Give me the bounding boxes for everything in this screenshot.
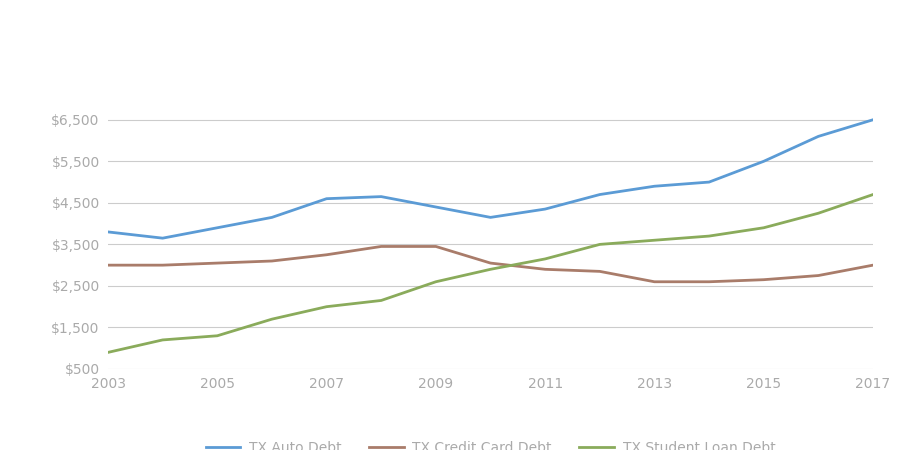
TX Credit Card Debt	[158, 262, 168, 268]
TX Auto Debt	[594, 192, 605, 197]
TX Student Loan Debt	[212, 333, 222, 338]
TX Credit Card Debt	[759, 277, 769, 283]
TX Auto Debt	[103, 229, 113, 234]
TX Auto Debt	[540, 207, 551, 212]
TX Auto Debt	[485, 215, 496, 220]
Line: TX Auto Debt: TX Auto Debt	[108, 120, 873, 238]
TX Auto Debt	[430, 204, 441, 210]
TX Credit Card Debt	[813, 273, 824, 278]
TX Student Loan Debt	[158, 337, 168, 342]
TX Credit Card Debt	[266, 258, 277, 264]
TX Credit Card Debt	[103, 262, 113, 268]
TX Credit Card Debt	[594, 269, 605, 274]
TX Credit Card Debt	[321, 252, 332, 257]
TX Credit Card Debt	[376, 244, 387, 249]
TX Credit Card Debt	[704, 279, 715, 284]
TX Student Loan Debt	[376, 298, 387, 303]
TX Credit Card Debt	[485, 261, 496, 266]
TX Student Loan Debt	[430, 279, 441, 284]
TX Student Loan Debt	[485, 266, 496, 272]
TX Credit Card Debt	[649, 279, 660, 284]
TX Credit Card Debt	[212, 261, 222, 266]
Line: TX Credit Card Debt: TX Credit Card Debt	[108, 247, 873, 282]
TX Student Loan Debt	[266, 316, 277, 322]
TX Student Loan Debt	[321, 304, 332, 310]
TX Auto Debt	[158, 235, 168, 241]
TX Student Loan Debt	[759, 225, 769, 230]
TX Auto Debt	[266, 215, 277, 220]
TX Auto Debt	[704, 180, 715, 185]
TX Student Loan Debt	[540, 256, 551, 261]
TX Auto Debt	[212, 225, 222, 230]
TX Student Loan Debt	[868, 192, 878, 197]
Line: TX Student Loan Debt: TX Student Loan Debt	[108, 194, 873, 352]
Legend: TX Auto Debt, TX Credit Card Debt, TX Student Loan Debt: TX Auto Debt, TX Credit Card Debt, TX St…	[200, 435, 781, 450]
TX Auto Debt	[868, 117, 878, 122]
TX Auto Debt	[649, 184, 660, 189]
TX Credit Card Debt	[868, 262, 878, 268]
TX Student Loan Debt	[704, 234, 715, 239]
TX Credit Card Debt	[540, 266, 551, 272]
TX Auto Debt	[376, 194, 387, 199]
TX Credit Card Debt	[430, 244, 441, 249]
TX Student Loan Debt	[594, 242, 605, 247]
TX Student Loan Debt	[813, 211, 824, 216]
TX Student Loan Debt	[649, 238, 660, 243]
TX Student Loan Debt	[103, 350, 113, 355]
TX Auto Debt	[759, 158, 769, 164]
TX Auto Debt	[813, 134, 824, 139]
TX Auto Debt	[321, 196, 332, 202]
